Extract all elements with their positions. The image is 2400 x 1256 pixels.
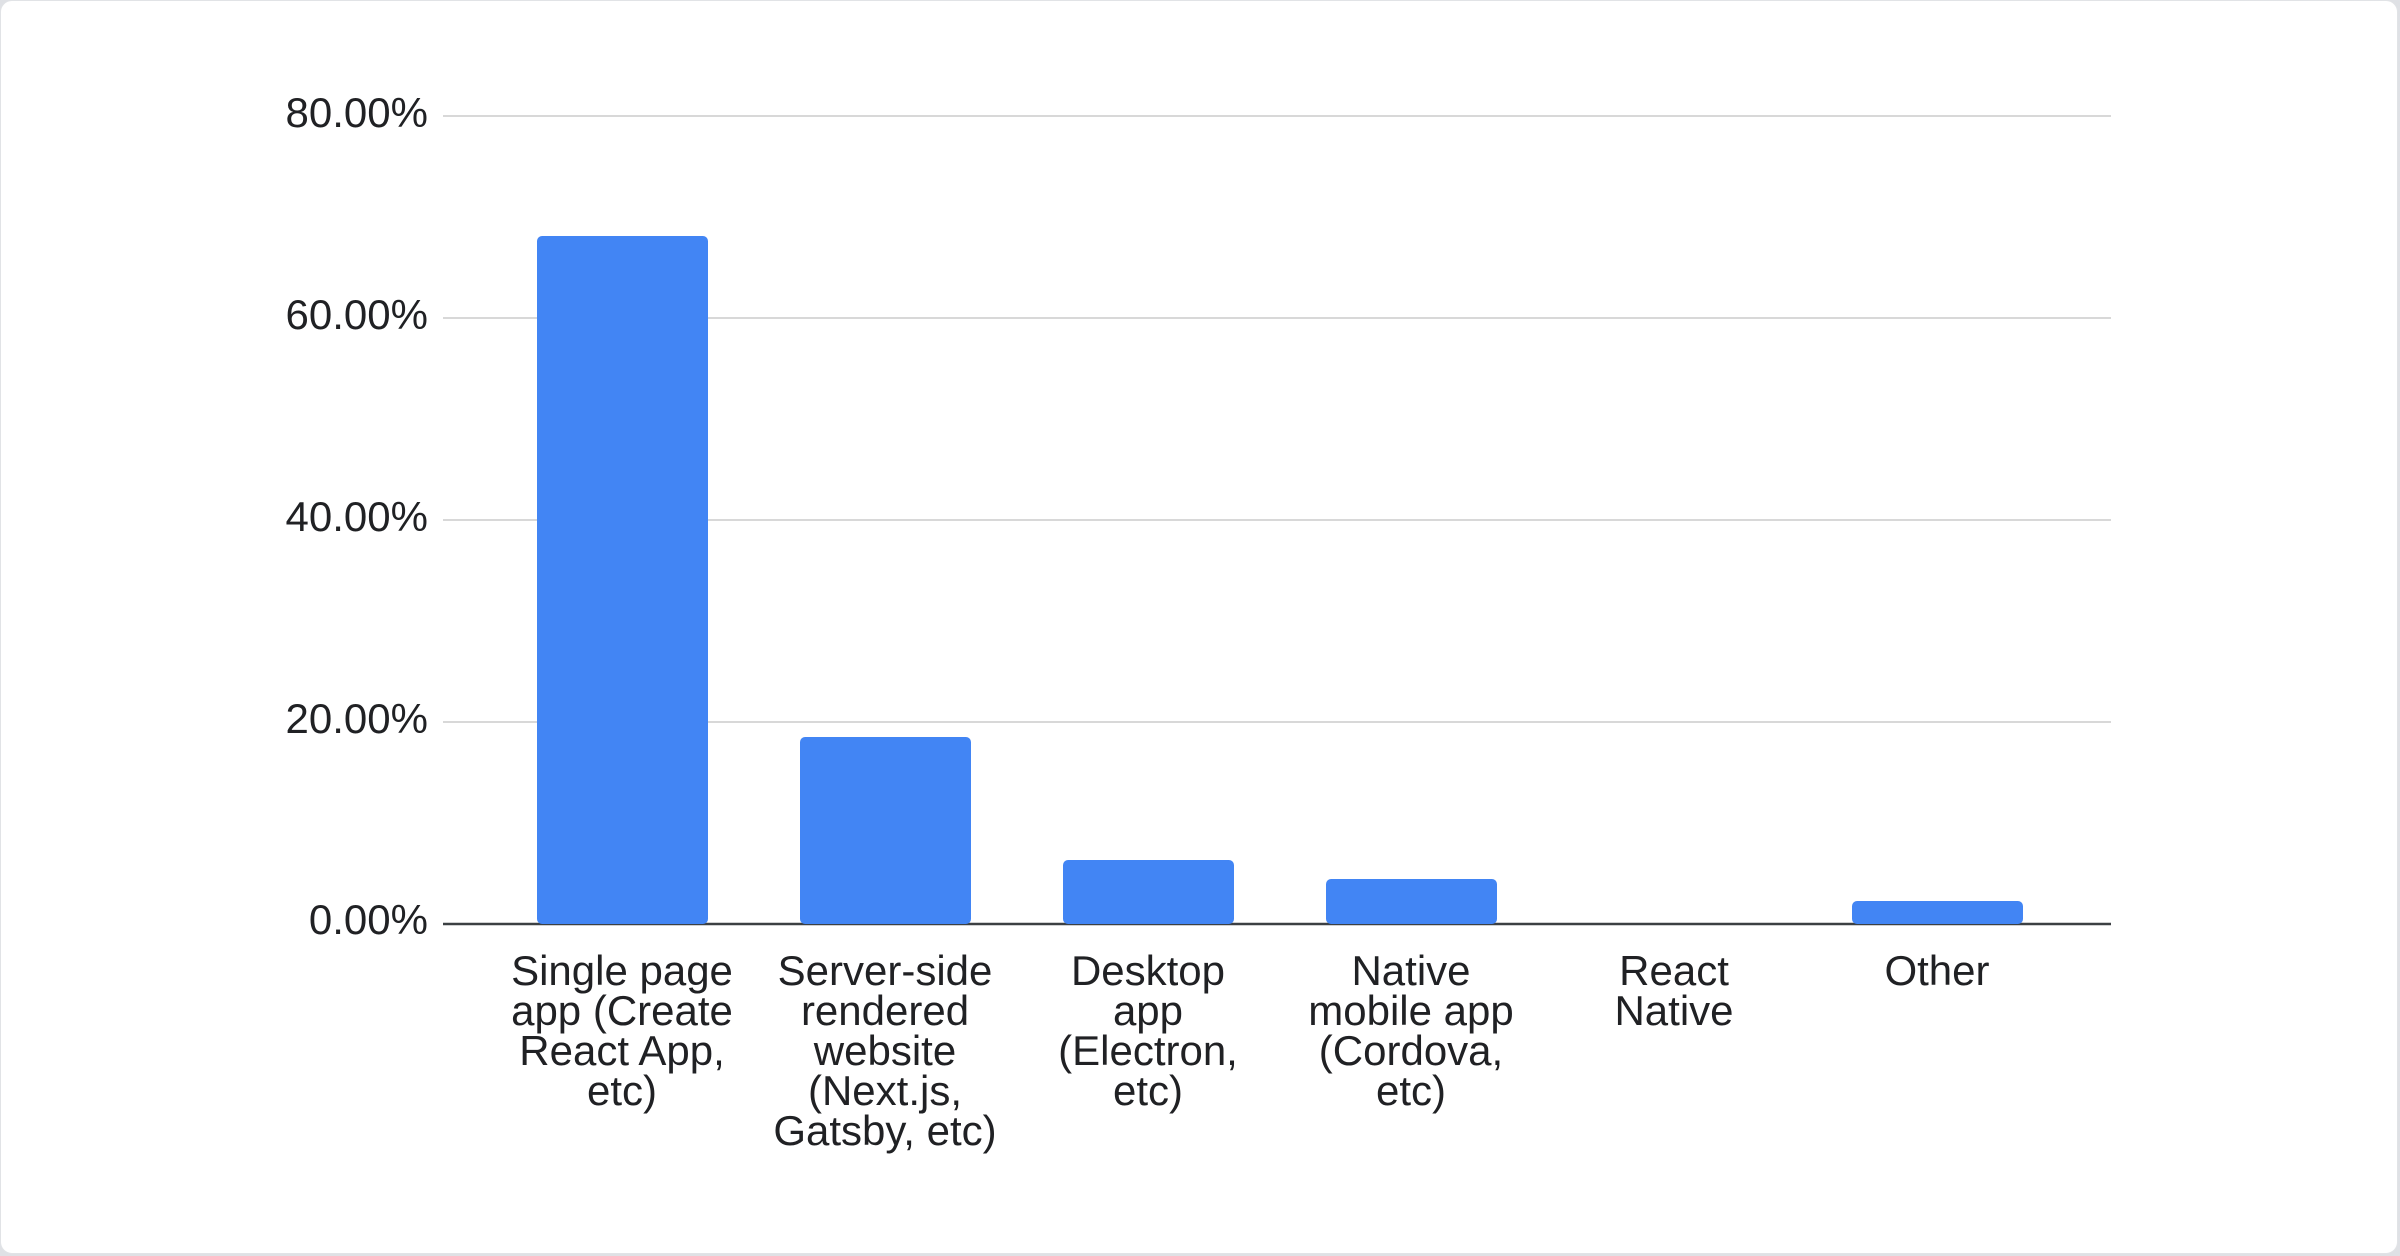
svg-text:20.00%: 20.00% [286, 695, 428, 742]
svg-text:etc): etc) [1113, 1067, 1183, 1114]
svg-text:0.00%: 0.00% [309, 896, 428, 943]
svg-text:Other: Other [1884, 947, 1989, 994]
svg-text:etc): etc) [587, 1067, 657, 1114]
svg-text:80.00%: 80.00% [286, 89, 428, 136]
svg-text:etc): etc) [1376, 1067, 1446, 1114]
svg-text:Native: Native [1614, 987, 1733, 1034]
svg-text:40.00%: 40.00% [286, 493, 428, 540]
svg-text:60.00%: 60.00% [286, 291, 428, 338]
svg-text:Gatsby, etc): Gatsby, etc) [773, 1107, 996, 1154]
